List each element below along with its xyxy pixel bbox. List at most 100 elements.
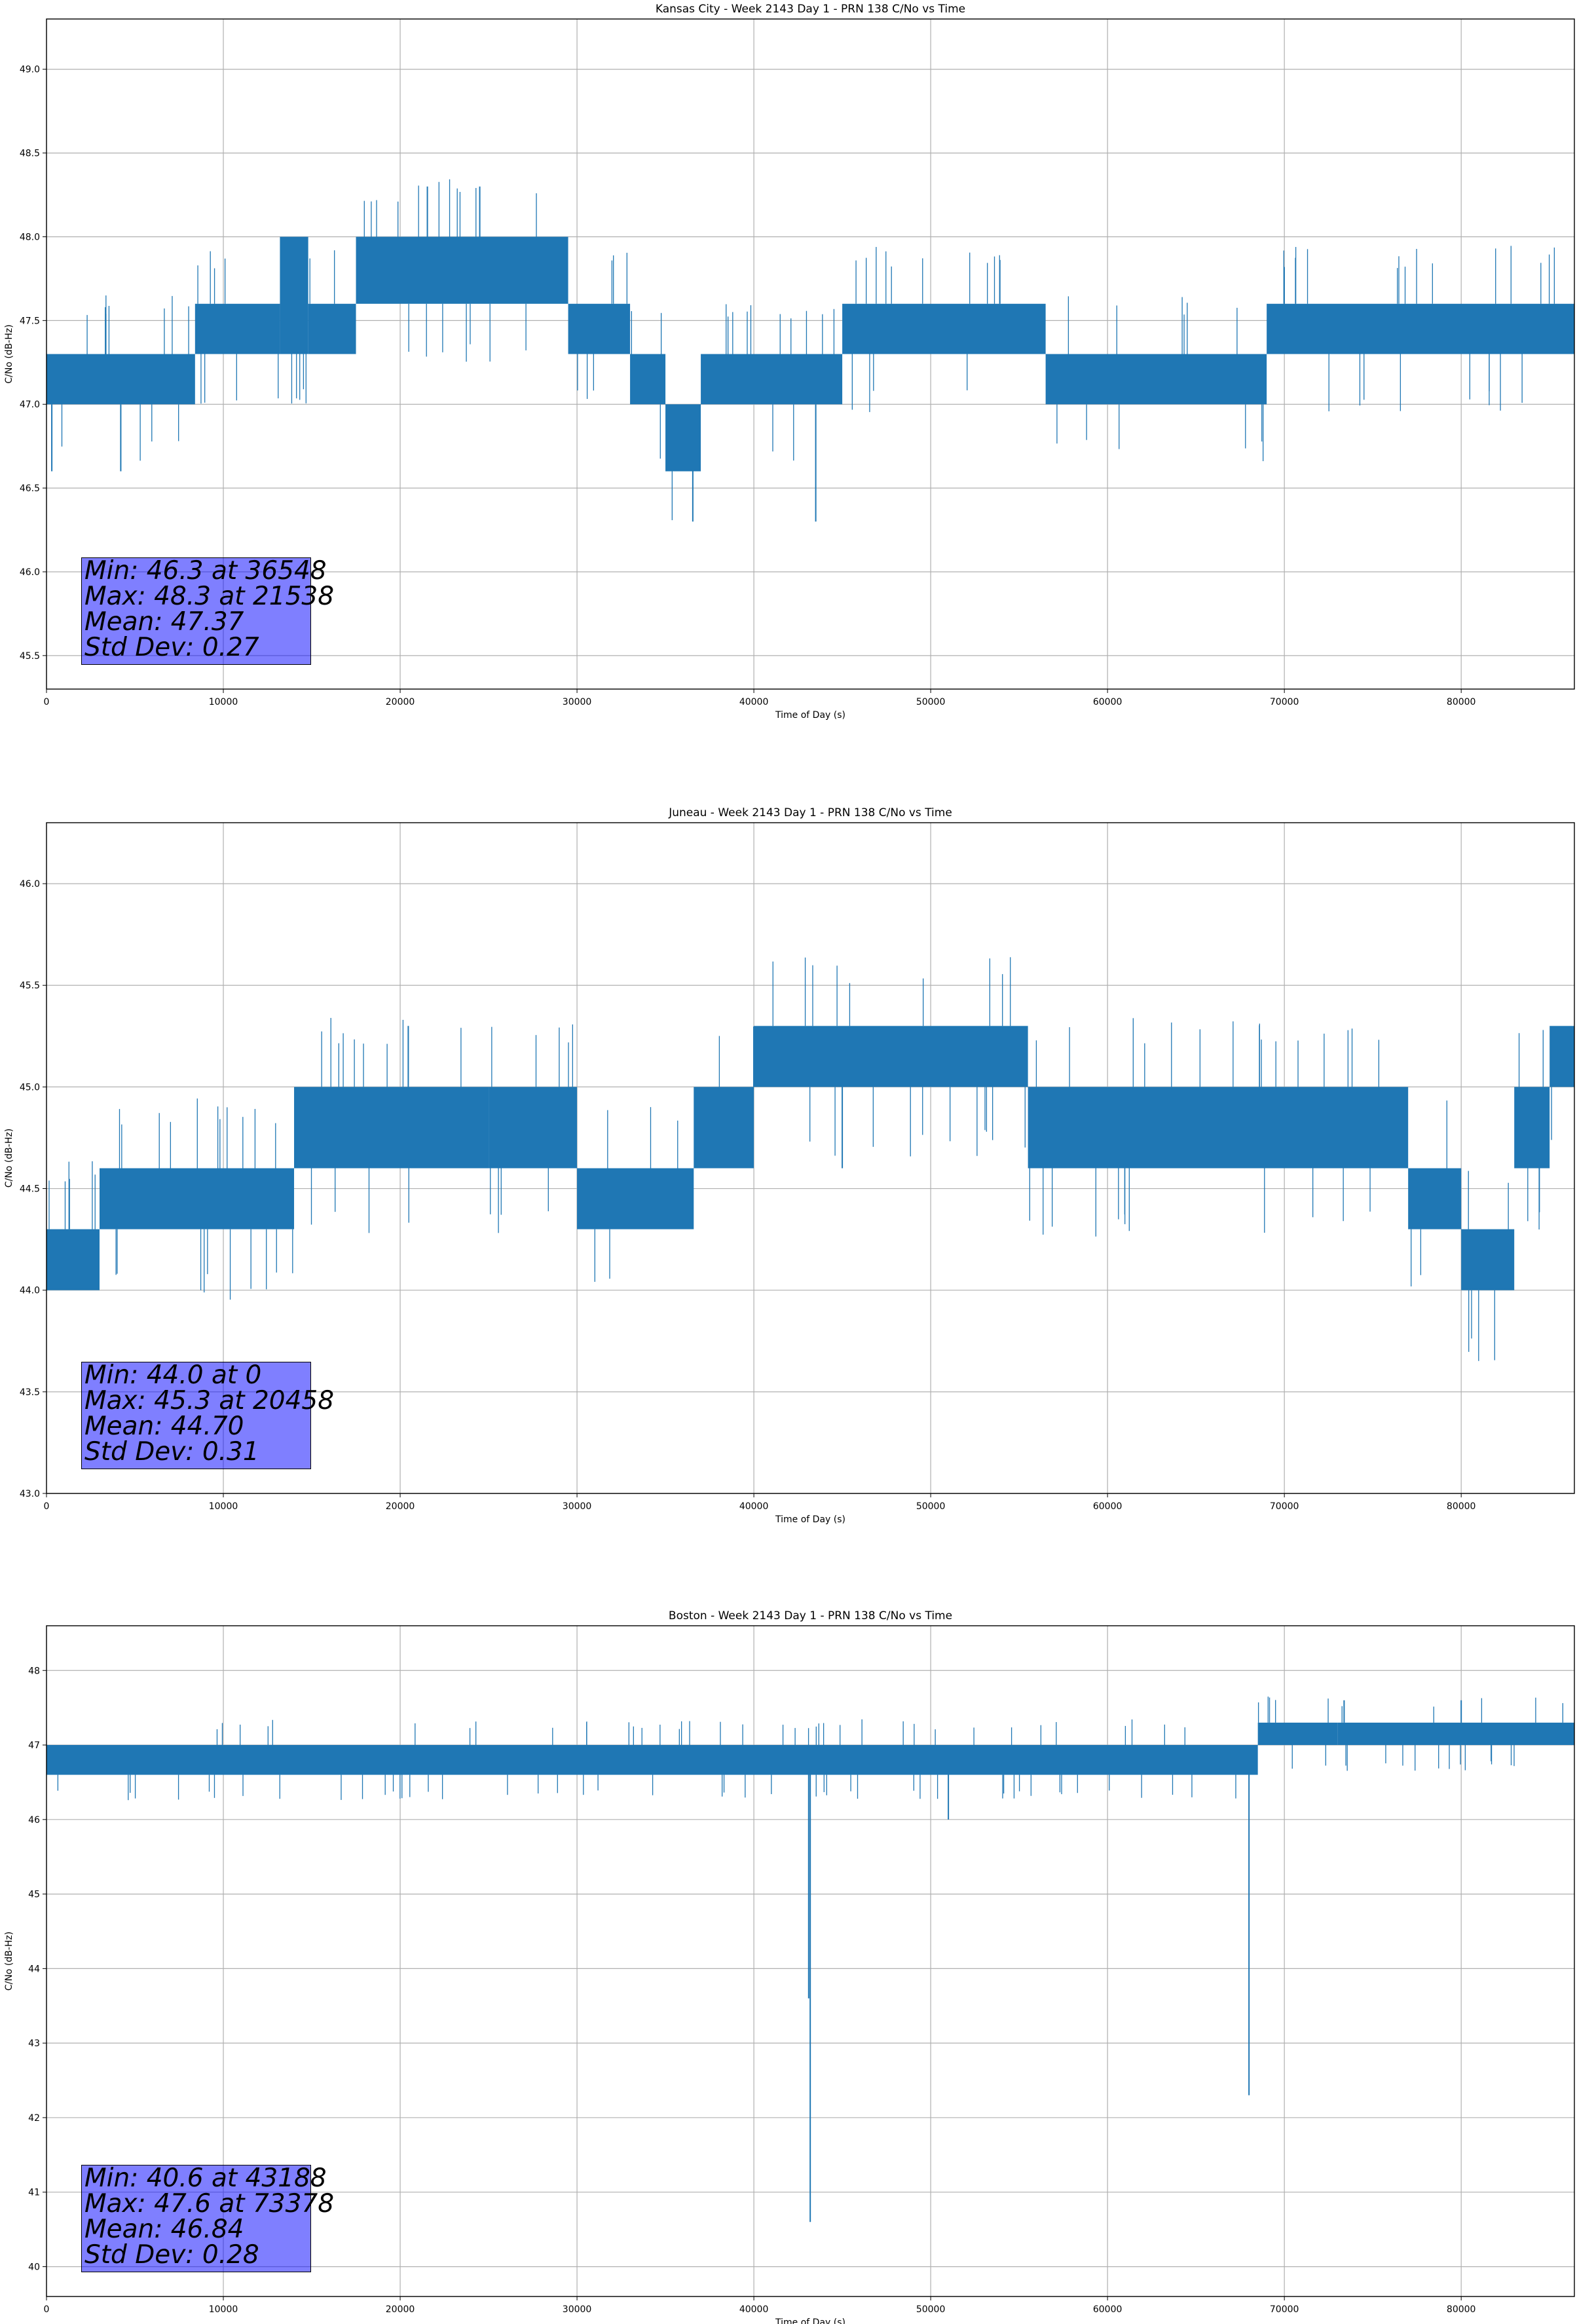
x-tick-label: 70000 xyxy=(1270,697,1299,707)
data-band xyxy=(294,1087,489,1169)
stats-box: Min: 44.0 at 0 Max: 45.3 at 20458 Mean: … xyxy=(81,1362,335,1469)
data-band xyxy=(356,236,568,304)
y-tick-label: 43.5 xyxy=(20,1387,40,1398)
data-band xyxy=(280,236,308,354)
y-tick-label: 46.0 xyxy=(20,567,40,578)
y-tick-label: 48.0 xyxy=(20,232,40,242)
data-band xyxy=(1337,1722,1574,1746)
y-tick-label: 48.5 xyxy=(20,149,40,159)
data-band xyxy=(1257,1722,1338,1746)
y-tick-label: 46.0 xyxy=(20,879,40,890)
y-tick-label: 44.0 xyxy=(20,1286,40,1296)
x-tick-label: 40000 xyxy=(739,2304,769,2315)
x-tick-label: 80000 xyxy=(1447,2304,1476,2315)
data-band xyxy=(701,354,843,405)
y-tick-label: 45.5 xyxy=(20,651,40,662)
data-band xyxy=(46,354,195,405)
y-tick-label: 47.0 xyxy=(20,400,40,410)
y-tick-label: 41 xyxy=(28,2188,40,2198)
y-axis-label: C/No (dB-Hz) xyxy=(4,1129,14,1188)
x-tick-label: 60000 xyxy=(1093,1501,1122,1512)
stats-min: Min: 40.6 at 43188 xyxy=(84,2164,327,2193)
stats-max: Max: 48.3 at 21538 xyxy=(84,582,335,611)
x-tick-label: 80000 xyxy=(1447,697,1476,707)
stats-mean: Mean: 46.84 xyxy=(84,2215,244,2244)
data-band xyxy=(665,404,701,472)
chart-title: Juneau - Week 2143 Day 1 - PRN 138 C/No … xyxy=(668,806,952,819)
y-axis-label: C/No (dB-Hz) xyxy=(4,1932,14,1991)
x-tick-label: 0 xyxy=(44,2304,50,2315)
x-tick-label: 30000 xyxy=(563,697,592,707)
data-band xyxy=(842,303,1046,354)
y-tick-label: 46.5 xyxy=(20,483,40,494)
y-tick-label: 45.5 xyxy=(20,981,40,991)
x-tick-label: 50000 xyxy=(916,697,946,707)
data-band xyxy=(46,1745,1258,1775)
y-tick-label: 43 xyxy=(28,2038,40,2049)
x-tick-label: 80000 xyxy=(1447,1501,1476,1512)
stats-std: Std Dev: 0.27 xyxy=(84,633,259,662)
axes-frame xyxy=(46,18,1575,690)
data-band xyxy=(195,303,280,354)
data-band xyxy=(754,1026,1028,1087)
y-tick-label: 48 xyxy=(28,1666,40,1676)
y-tick-label: 46 xyxy=(28,1815,40,1826)
stats-std: Std Dev: 0.31 xyxy=(84,1437,259,1467)
y-tick-label: 45.0 xyxy=(20,1082,40,1093)
data-band xyxy=(1549,1026,1574,1087)
x-tick-label: 40000 xyxy=(739,1501,769,1512)
x-axis-label: Time of Day (s) xyxy=(775,2317,845,2324)
y-tick-label: 43.0 xyxy=(20,1489,40,1499)
data-band xyxy=(1461,1229,1515,1290)
x-tick-label: 20000 xyxy=(386,697,415,707)
y-tick-label: 42 xyxy=(28,2113,40,2124)
data-band xyxy=(568,303,631,354)
x-tick-label: 10000 xyxy=(209,2304,238,2315)
y-tick-label: 44 xyxy=(28,1964,40,1974)
x-tick-label: 30000 xyxy=(563,2304,592,2315)
axes-frame xyxy=(46,822,1575,1494)
stats-max: Max: 45.3 at 20458 xyxy=(84,1386,335,1415)
data-band xyxy=(100,1168,295,1229)
x-tick-label: 50000 xyxy=(916,1501,946,1512)
x-tick-label: 40000 xyxy=(739,697,769,707)
data-band xyxy=(1267,303,1574,354)
y-axis-label: C/No (dB-Hz) xyxy=(4,324,14,383)
chart-panel: 0 10000 20000 30000 40000 50000 60000 70000 8000… xyxy=(4,3,1575,721)
chart-panel: 0 10000 20000 30000 40000 50000 60000 70000 8000… xyxy=(4,1609,1575,2324)
data-band xyxy=(577,1168,694,1229)
x-tick-label: 50000 xyxy=(916,2304,946,2315)
stats-mean: Mean: 47.37 xyxy=(84,607,244,637)
stats-min: Min: 46.3 at 36548 xyxy=(84,556,327,586)
y-tick-label: 47.5 xyxy=(20,316,40,326)
x-tick-label: 60000 xyxy=(1093,2304,1122,2315)
y-tick-label: 45 xyxy=(28,1890,40,1900)
y-tick-label: 47 xyxy=(28,1740,40,1751)
x-tick-label: 10000 xyxy=(209,697,238,707)
chart-title: Kansas City - Week 2143 Day 1 - PRN 138 … xyxy=(656,3,965,16)
x-axis-label: Time of Day (s) xyxy=(775,710,845,721)
data-band xyxy=(630,354,666,405)
stats-mean: Mean: 44.70 xyxy=(84,1412,244,1441)
x-tick-label: 60000 xyxy=(1093,697,1122,707)
data-band xyxy=(1408,1168,1462,1229)
chart-panel: 0 10000 20000 30000 40000 50000 60000 70000 8000… xyxy=(4,806,1575,1525)
stats-std: Std Dev: 0.28 xyxy=(84,2240,259,2270)
data-band xyxy=(1028,1087,1409,1169)
y-tick-label: 44.5 xyxy=(20,1184,40,1195)
data-band xyxy=(46,1229,100,1290)
data-band xyxy=(1045,354,1267,405)
data-band xyxy=(308,303,356,354)
x-tick-label: 0 xyxy=(44,1501,50,1512)
chart-title: Boston - Week 2143 Day 1 - PRN 138 C/No … xyxy=(669,1609,952,1622)
data-band xyxy=(694,1087,754,1169)
x-axis-label: Time of Day (s) xyxy=(775,1514,845,1525)
axes-frame xyxy=(46,1625,1575,2297)
x-tick-label: 10000 xyxy=(209,1501,238,1512)
data-band xyxy=(1514,1087,1550,1169)
x-tick-label: 70000 xyxy=(1270,2304,1299,2315)
x-tick-label: 0 xyxy=(44,697,50,707)
x-tick-label: 20000 xyxy=(386,1501,415,1512)
stats-box: Min: 46.3 at 36548 Max: 48.3 at 21538 Me… xyxy=(81,556,335,665)
